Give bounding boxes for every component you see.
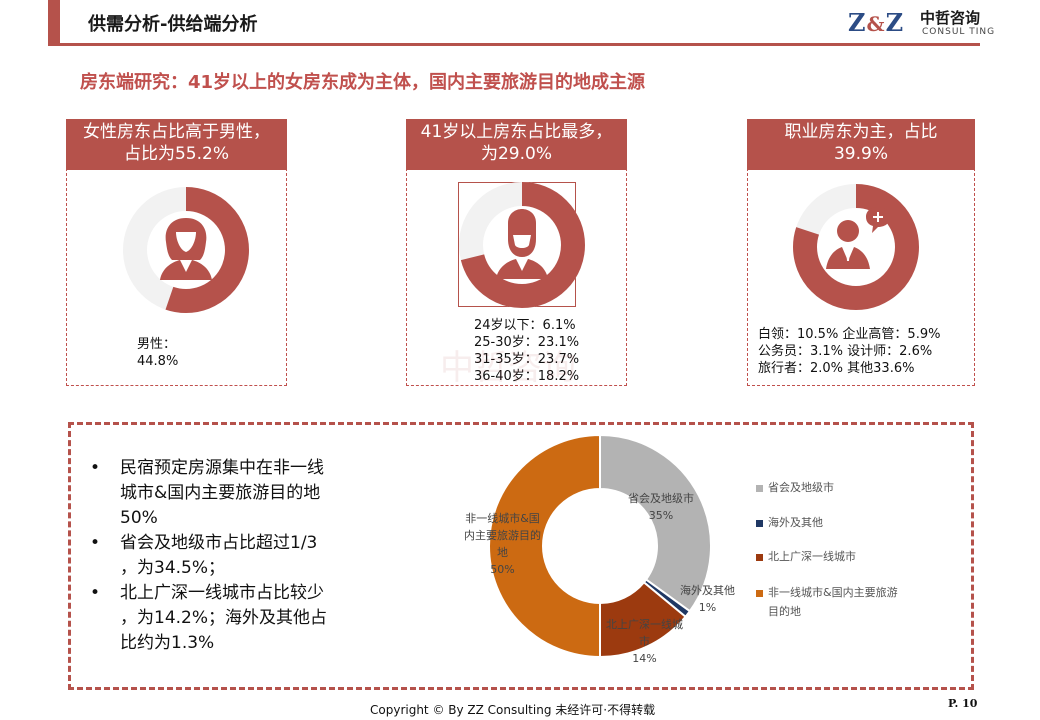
card-age-note-2: 25-30岁：23.1% [474, 335, 580, 350]
legend-item-overseas: 海外及其他 [756, 514, 823, 530]
bullet-text-line: ，为14.2%；海外及其他占 [120, 608, 328, 628]
card-occupation-ring [793, 184, 919, 310]
card-occupation-note-2: 公务员：3.1% 设计师：2.6% [758, 344, 933, 359]
legend-label: 省会及地级市 [768, 481, 834, 494]
logo-mark: Z&Z [848, 8, 905, 37]
header-accent-bar [48, 0, 60, 44]
section-subtitle: 房东端研究：41岁以上的女房东成为主体，国内主要旅游目的地成主源 [80, 72, 646, 93]
card-age-title-line2: 为29.0% [480, 144, 552, 164]
bullet-text-line: ，为34.5%； [120, 558, 226, 578]
legend-item-tier1: 北上广深一线城市 [756, 548, 856, 564]
donut-label-text: 地 [497, 546, 508, 559]
page-number: P. 10 [948, 697, 978, 710]
bullet-text-line: 50% [120, 508, 158, 528]
card-age-title-line1: 41岁以上房东占比最多， [420, 122, 613, 142]
card-gender-header: 女性房东占比高于男性， 占比为55.2% [66, 119, 287, 170]
donut-slice [599, 433, 712, 613]
page-title: 供需分析-供给端分析 [88, 14, 258, 35]
bullet-item: • 民宿预定房源集中在非一线 城市&国内主要旅游目的地 50% [90, 456, 390, 531]
card-occupation-title-line2: 39.9% [833, 144, 888, 164]
bullet-text-line: 省会及地级市占比超过1/3 [120, 533, 318, 553]
legend-swatch [756, 589, 763, 597]
donut-label-value: 14% [632, 652, 657, 665]
female-user-icon [160, 218, 212, 280]
card-occupation-note-1: 白领：10.5% 企业高管：5.9% [758, 327, 941, 342]
legend-label: 非一线城市&国内主要旅游 [768, 586, 898, 599]
logo-chinese-name: 中哲咨询 [920, 9, 981, 27]
legend-swatch [756, 484, 763, 492]
bullet-text-line: 北上广深一线城市占比较少 [120, 583, 324, 603]
donut-label-text: 市 [639, 635, 650, 648]
businessman-chat-icon [826, 207, 890, 269]
donut-label-value: 50% [490, 563, 515, 576]
card-gender-note-1: 男性： [137, 337, 177, 352]
card-age-header: 41岁以上房东占比最多， 为29.0% [406, 119, 627, 170]
card-occupation-header: 职业房东为主，占比 39.9% [747, 119, 975, 170]
ring-value-arc [123, 187, 249, 313]
donut-slice [488, 433, 601, 659]
card-gender-ring [123, 187, 249, 313]
donut-label-non-tier1: 非一线城市&国 内主要旅游目的 地 50% [464, 510, 541, 578]
card-occupation-title-line1: 职业房东为主，占比 [784, 122, 938, 142]
card-gender-note-2: 44.8% [137, 354, 179, 369]
donut-label-text: 北上广深一线城 [606, 618, 683, 631]
watermark: 中哲咨询 [440, 348, 576, 388]
card-occupation-note-3: 旅行者：2.0% 其他33.6% [758, 361, 915, 376]
donut-label-text: 海外及其他 [680, 584, 735, 597]
legend-item-non-tier1: 非一线城市&国内主要旅游 目的地 [756, 583, 898, 621]
legend-label: 海外及其他 [768, 516, 823, 529]
card-age-note-1: 24岁以下：6.1% [474, 318, 576, 333]
ring-value-arc [793, 184, 919, 310]
bullet-text-line: 民宿预定房源集中在非一线 [120, 458, 324, 478]
legend-swatch [756, 519, 763, 527]
donut-label-overseas: 海外及其他 1% [680, 582, 735, 616]
card-age-note-4: 36-40岁：18.2% [474, 369, 580, 384]
donut-label-tier1: 北上广深一线城 市 14% [606, 616, 683, 667]
destination-donut-chart [488, 433, 712, 659]
donut-label-value: 35% [648, 509, 674, 522]
donut-label-value: 1% [698, 601, 717, 614]
card-age-ring [459, 182, 585, 308]
bullet-item: • 北上广深一线城市占比较少 ，为14.2%；海外及其他占 比约为1.3% [90, 581, 390, 656]
footer-copyright: Copyright © By ZZ Consulting 未经许可·不得转载 [370, 703, 656, 717]
donut-label-text: 内主要旅游目的 [464, 529, 541, 542]
source-distribution-panel [68, 422, 974, 690]
male-beard-user-icon [496, 209, 548, 279]
bullet-list: • 民宿预定房源集中在非一线 城市&国内主要旅游目的地 50% • 省会及地级市… [90, 456, 390, 656]
bullet-item: • 省会及地级市占比超过1/3 ，为34.5%； [90, 531, 390, 581]
legend-swatch [756, 553, 763, 561]
bullet-dot-icon: • [90, 458, 101, 478]
donut-label-text: 非一线城市&国 [465, 512, 540, 525]
donut-label-provincial: 省会及地级市 35% [628, 490, 694, 524]
bullet-dot-icon: • [90, 533, 101, 553]
logo-english-name: CONSUL TING [922, 27, 996, 37]
ring-value-arc [459, 182, 585, 308]
card-gender-title-line2: 占比为55.2% [123, 144, 229, 164]
card-gender-title-line1: 女性房东占比高于男性， [83, 122, 270, 142]
bullet-text-line: 比约为1.3% [120, 633, 215, 653]
legend-label: 北上广深一线城市 [768, 550, 856, 563]
legend-item-provincial: 省会及地级市 [756, 479, 834, 495]
bullet-text-line: 城市&国内主要旅游目的地 [120, 483, 321, 503]
bullet-dot-icon: • [90, 583, 101, 603]
card-age-note-3: 31-35岁：23.7% [474, 352, 580, 367]
donut-label-text: 省会及地级市 [628, 492, 694, 505]
legend-label: 目的地 [768, 605, 801, 618]
header-divider [48, 43, 980, 46]
